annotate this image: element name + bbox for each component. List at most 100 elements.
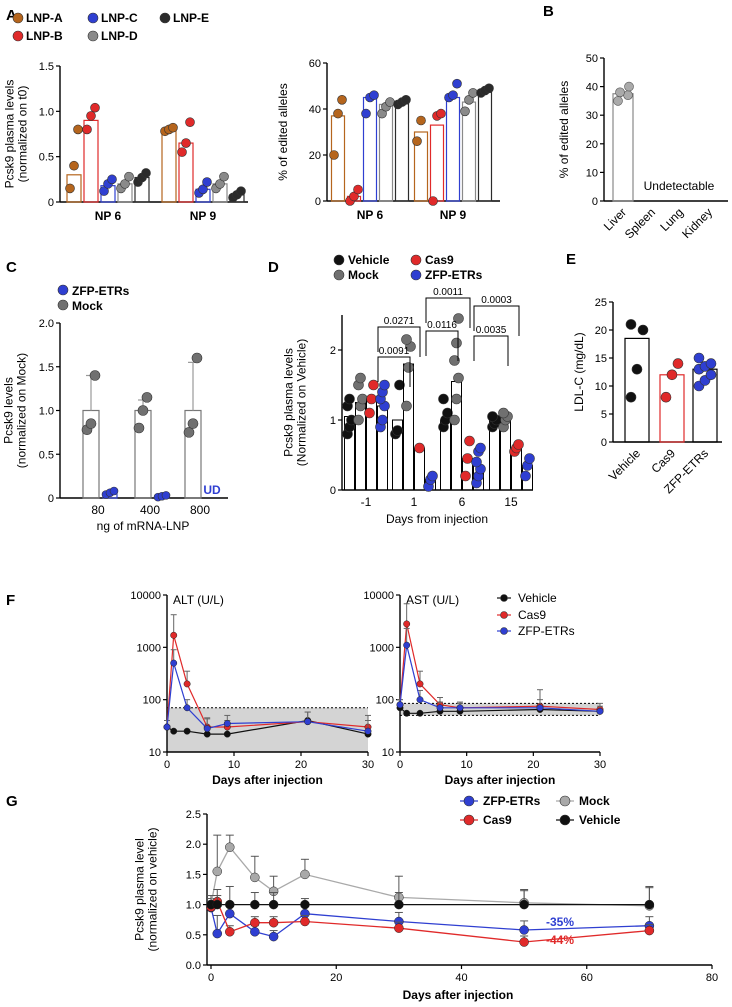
data-point (120, 179, 130, 189)
y-axis: 0 0.5 1.0 1.5 Pcsk9 plasma levels (normalized… (3, 61, 61, 209)
y-tick-label: 100 (376, 695, 394, 707)
data-point (187, 418, 199, 429)
x-tick-label: 80 (706, 972, 718, 984)
x-tick-label: 15 (504, 495, 518, 509)
y-axis: 0 1 2 Pcsk9 plasma levels (Normalized on Veh… (282, 315, 343, 497)
bar (392, 419, 403, 491)
y-tick-label: 1.0 (39, 106, 54, 118)
data-point (355, 372, 366, 384)
data-point (519, 925, 529, 935)
legend-label: LNP-C (101, 11, 138, 25)
bar (161, 128, 177, 203)
bar (659, 374, 685, 443)
y-axis-label: (Normalized on Vehicle) (295, 339, 309, 466)
x-tick-label: 30 (594, 759, 606, 771)
data-point (168, 122, 178, 133)
data-point (615, 87, 625, 98)
panel-letter-a: A (6, 7, 17, 24)
ud-annotation: UD (203, 483, 221, 497)
data-point (250, 927, 260, 937)
legend-marker (463, 814, 475, 826)
x-tick-label: 1 (411, 495, 418, 509)
data-point (448, 90, 458, 100)
data-point (452, 78, 462, 89)
y-tick-label: 2.0 (186, 839, 201, 851)
data-point (69, 160, 79, 171)
data-point (693, 352, 705, 364)
data-point (624, 81, 634, 92)
significance-bracket: 0.0011 (425, 287, 471, 328)
x-tick-label: 80 (91, 503, 105, 517)
legend-label: LNP-E (173, 11, 209, 25)
x-tick-label: Vehicle (606, 446, 643, 483)
bar (477, 89, 493, 202)
data-point (401, 334, 412, 345)
data-point (637, 324, 649, 336)
data-point (170, 727, 178, 735)
legend-marker (559, 795, 571, 807)
data-point (170, 631, 178, 639)
legend-marker (410, 269, 422, 281)
significance-bracket: 0.0035 (473, 325, 509, 366)
y-tick-label: 60 (309, 58, 321, 70)
x-tick-label: NP 9 (190, 209, 217, 223)
data-point (177, 147, 187, 157)
y-axis-label: Pcsk9 plasma levels (282, 348, 296, 457)
bar (413, 131, 429, 202)
data-point (300, 869, 310, 880)
legend-marker (559, 814, 571, 826)
y-tick-label: 50 (586, 53, 598, 65)
x-axis-label: Days after injection (445, 773, 556, 787)
data-point (403, 709, 411, 717)
data-point (85, 418, 97, 429)
data-point (464, 435, 475, 447)
data-point (133, 422, 145, 434)
data-point (215, 179, 225, 189)
data-point (394, 923, 404, 933)
y-tick-label: 2.0 (39, 318, 54, 330)
data-point (416, 696, 424, 704)
x-tick-label: 20 (295, 759, 307, 771)
data-point (344, 393, 355, 405)
data-point (498, 407, 509, 419)
data-point (99, 186, 109, 196)
data-point (304, 718, 312, 726)
bar (394, 101, 410, 202)
data-point (520, 470, 531, 482)
data-point (225, 908, 235, 919)
bracket-line (473, 335, 509, 366)
legend-label: Vehicle (348, 253, 390, 267)
data-point (460, 106, 470, 117)
data-point (183, 427, 195, 438)
legend-marker (12, 12, 24, 24)
x-tick-label: 400 (140, 503, 160, 517)
data-point (385, 97, 395, 107)
data-point (181, 138, 191, 148)
y-tick-label: 100 (143, 695, 161, 707)
y-tick-label: 1.0 (39, 406, 54, 418)
data-point (377, 414, 388, 426)
series-line (399, 645, 601, 712)
legend-label: LNP-D (101, 29, 138, 43)
data-point (428, 196, 438, 206)
p-value-label: 0.0091 (379, 346, 410, 357)
p-value-label: 0.0116 (427, 320, 457, 331)
bracket-line (377, 356, 411, 387)
data-point (436, 108, 446, 119)
y-tick-label: 0.5 (39, 152, 54, 164)
data-point (191, 352, 203, 364)
legend-marker (333, 269, 345, 281)
legend-label: ZFP-ETRs (518, 624, 575, 638)
y-tick-label: 1.0 (186, 900, 201, 912)
data-point (329, 150, 339, 160)
y-tick-label: 0.5 (39, 449, 54, 461)
data-point (416, 680, 424, 688)
chart-title: AST (U/L) (406, 593, 459, 607)
data-point (451, 337, 462, 349)
data-point (300, 899, 310, 910)
data-point (394, 899, 404, 910)
legend-label: ZFP-ETRs (425, 268, 483, 282)
panel-letter-f: F (6, 592, 15, 609)
x-tick-label: 20 (330, 972, 342, 984)
y-tick-label: 10 (595, 381, 607, 393)
